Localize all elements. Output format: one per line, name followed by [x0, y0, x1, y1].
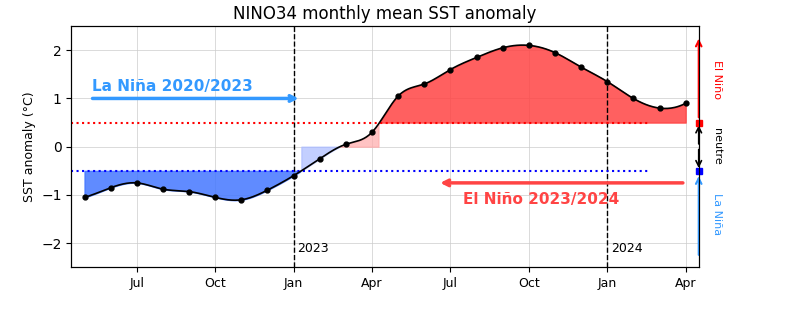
Text: neutre: neutre [712, 128, 722, 165]
Text: 2023: 2023 [298, 242, 330, 255]
Title: NINO34 monthly mean SST anomaly: NINO34 monthly mean SST anomaly [233, 5, 537, 23]
Text: El Niño 2023/2024: El Niño 2023/2024 [464, 192, 620, 207]
Y-axis label: SST anomaly (°C): SST anomaly (°C) [23, 91, 36, 202]
Text: La Niña: La Niña [712, 193, 722, 235]
Text: 2024: 2024 [611, 242, 643, 255]
Text: El Niño: El Niño [712, 60, 722, 99]
Text: La Niña 2020/2023: La Niña 2020/2023 [92, 79, 253, 94]
